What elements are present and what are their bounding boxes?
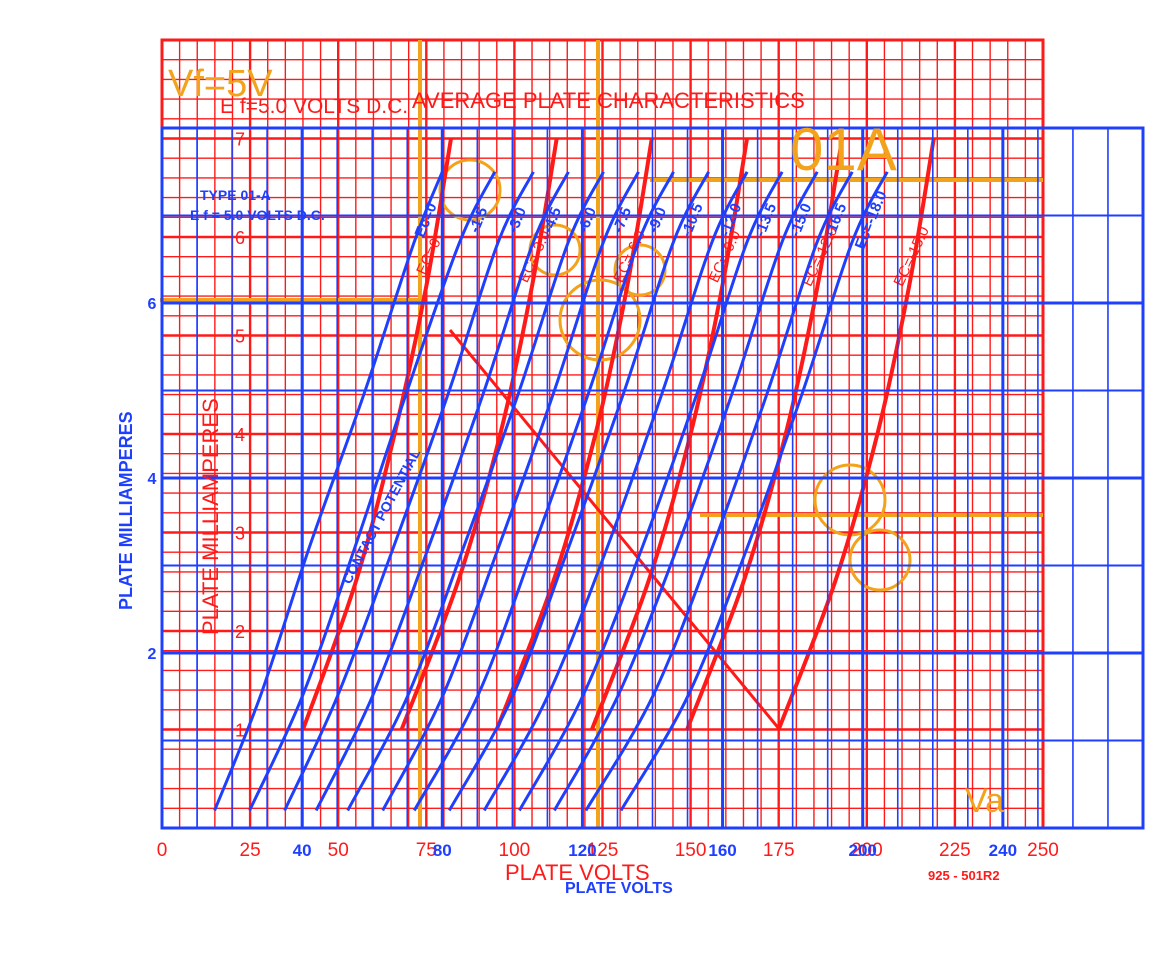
red-y-tick-label: 5 — [235, 327, 245, 347]
blue-characteristic-curve — [248, 171, 497, 812]
red-x-ticks: 0 25 50 75 100 125 150 175 200 225 250 — [157, 840, 1059, 861]
blue-curve-label: -15.0 — [787, 201, 816, 239]
blue-curve-label: -7.5 — [610, 205, 635, 235]
red-x-tick-label: 150 — [675, 840, 707, 861]
blue-x-tick-label: 200 — [849, 841, 877, 860]
red-x-tick-label: 75 — [416, 840, 437, 861]
red-characteristic-curve — [399, 138, 559, 731]
red-x-tick-label: 125 — [587, 840, 619, 861]
blue-x-tick-label: 80 — [433, 841, 452, 860]
blue-type-label: TYPE 01-A — [200, 187, 271, 203]
red-characteristic-curve — [301, 138, 453, 731]
blue-y-tick-label: 4 — [148, 471, 157, 488]
red-characteristic-curve — [776, 138, 936, 731]
red-x-tick-label: 175 — [763, 840, 795, 861]
red-x-tick-label: 50 — [328, 840, 349, 861]
red-y-tick-label: 3 — [235, 524, 245, 544]
blue-characteristic-curve — [314, 171, 570, 812]
orange-filament-note: Vf=5V — [168, 63, 273, 105]
blue-characteristic-curve — [213, 171, 444, 812]
blue-y-axis-label: PLATE MILLIAMPERES — [116, 411, 136, 610]
red-x-tick-label: 225 — [939, 840, 971, 861]
red-y-axis-label: PLATE MILLIAMPERES — [198, 398, 223, 635]
red-y-tick-label: 1 — [235, 721, 245, 741]
orange-tube-type: 01A — [790, 116, 897, 183]
blue-curve-label: -10.5 — [678, 201, 707, 239]
blue-filament-label: E f = 5.0 VOLTS D.C. — [190, 207, 325, 223]
orange-marks — [160, 40, 1043, 828]
red-x-tick-label: 100 — [499, 840, 531, 861]
blue-curve-label: -3.0 — [504, 205, 529, 235]
red-y-tick-label: 7 — [235, 130, 245, 150]
blue-x-tick-label: 40 — [293, 841, 312, 860]
red-y-tick-label: 4 — [235, 425, 245, 445]
blue-curve-label: -13.5 — [752, 201, 781, 239]
red-y-tick-label: 6 — [235, 228, 245, 248]
red-chart-title: AVERAGE PLATE CHARACTERISTICS — [412, 88, 805, 113]
blue-characteristic-curve — [553, 171, 819, 812]
red-y-tick-label: 2 — [235, 622, 245, 642]
blue-characteristic-curve — [412, 171, 675, 812]
orange-pencil-mark — [813, 463, 887, 537]
blue-curve-label: -9.0 — [645, 205, 670, 235]
blue-curve-label: -12.0 — [717, 201, 746, 239]
blue-characteristic-curve — [518, 171, 784, 812]
blue-curve-label: -1.5 — [466, 205, 491, 235]
blue-y-tick-label: 2 — [148, 646, 157, 663]
red-figure-number: 925 - 501R2 — [928, 868, 1000, 883]
blue-characteristic-curve — [482, 171, 749, 812]
orange-pencil-mark — [848, 528, 912, 592]
red-y-ticks: 1 2 3 4 5 6 7 — [235, 130, 245, 741]
red-characteristic-curve — [494, 138, 654, 731]
blue-characteristic-curve — [619, 171, 889, 812]
blue-characteristic-curve — [283, 171, 535, 812]
red-filament-label: E f=5.0 VOLTS D.C. — [220, 95, 408, 118]
blue-characteristic-curve — [584, 171, 854, 812]
blue-x-tick-label: 120 — [568, 841, 596, 860]
red-x-tick-label: 200 — [851, 840, 883, 861]
blue-characteristic-curve — [447, 171, 710, 812]
red-x-axis-label: PLATE VOLTS — [505, 860, 650, 885]
red-x-tick-label: 250 — [1027, 840, 1059, 861]
red-x-tick-label: 25 — [240, 840, 261, 861]
blue-grid — [160, 126, 1145, 830]
blue-x-tick-label: 160 — [708, 841, 736, 860]
red-grid — [160, 38, 1045, 830]
blue-characteristic-curve — [381, 171, 640, 812]
blue-characteristic-curve — [346, 171, 605, 812]
blue-x-axis-label: PLATE VOLTS — [565, 880, 673, 897]
red-x-tick-label: 0 — [157, 840, 168, 861]
red-characteristic-curve — [685, 138, 845, 731]
blue-x-ticks: 40 80 120 160 200 240 — [293, 841, 1017, 860]
orange-pencil-mark — [438, 158, 502, 222]
blue-y-tick-label: 6 — [148, 296, 157, 313]
orange-plate-voltage-note: Va — [965, 782, 1004, 820]
red-characteristic-curve — [590, 138, 749, 731]
blue-x-tick-label: 240 — [989, 841, 1017, 860]
blue-curves: Ec=0 -1.5 -3.0 -4.5 -6.0 -7.5 -9.0 -10.5 -12.0 -1… — [213, 171, 890, 812]
blue-y-ticks: 2 4 6 — [148, 296, 157, 663]
blue-curve-label: -16.5 — [822, 201, 851, 239]
